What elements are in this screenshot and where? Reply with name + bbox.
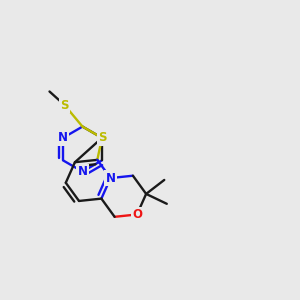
Text: N: N bbox=[106, 172, 116, 184]
Text: S: S bbox=[98, 131, 106, 144]
Text: N: N bbox=[77, 165, 88, 178]
Text: O: O bbox=[132, 208, 142, 221]
Text: N: N bbox=[58, 131, 68, 144]
Text: S: S bbox=[60, 98, 69, 112]
